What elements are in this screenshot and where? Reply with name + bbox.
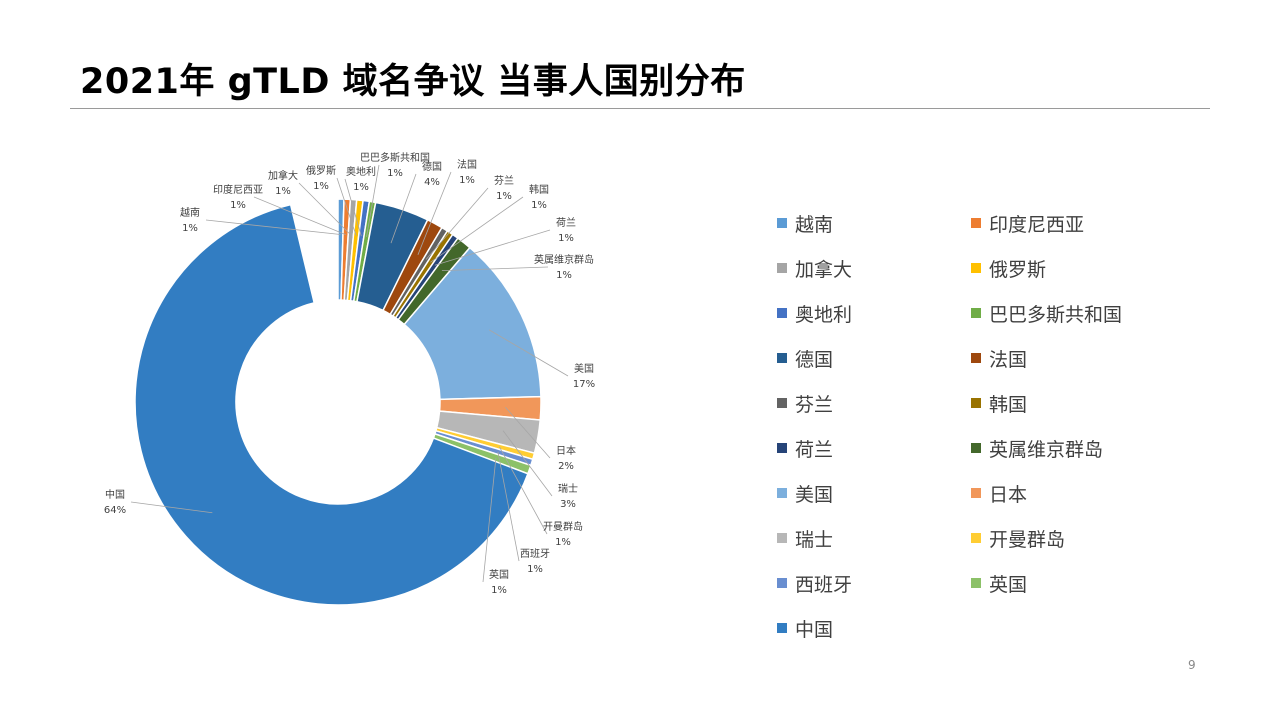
- leader-line-加拿大: [298, 182, 352, 236]
- data-label-name: 韩国: [529, 183, 549, 196]
- leader-line-瑞士: [502, 430, 553, 497]
- data-label-name: 奥地利: [346, 165, 376, 178]
- leader-line-德国: [390, 173, 417, 244]
- data-label-value: 64%: [104, 505, 126, 516]
- data-label-name: 越南: [180, 206, 200, 219]
- data-label-name: 开曼群岛: [543, 520, 583, 533]
- data-label-value: 1%: [275, 186, 291, 197]
- leader-line-巴巴多斯共和国: [366, 164, 380, 238]
- data-label-value: 1%: [555, 537, 571, 548]
- leader-line-奥地利: [344, 178, 362, 237]
- leader-line-美国: [488, 329, 569, 377]
- leader-line-法国: [417, 171, 452, 255]
- leader-line-中国: [130, 501, 213, 514]
- data-label-name: 俄罗斯: [306, 164, 336, 177]
- data-label-value: 1%: [491, 585, 507, 596]
- data-label-value: 17%: [573, 379, 595, 390]
- data-label-value: 2%: [558, 461, 574, 472]
- data-label-name: 加拿大: [268, 169, 298, 182]
- data-label-name: 英属维京群岛: [534, 253, 594, 266]
- data-label-value: 1%: [558, 233, 574, 244]
- data-label-name: 德国: [422, 160, 442, 173]
- data-label-value: 1%: [459, 175, 475, 186]
- slice-中国: [134, 203, 529, 606]
- page-number: 9: [1188, 658, 1196, 672]
- data-label-value: 1%: [353, 182, 369, 193]
- data-label-name: 西班牙: [520, 548, 550, 560]
- page-title: 2021年 gTLD 域名争议 当事人国别分布: [80, 62, 746, 102]
- data-label-value: 1%: [531, 200, 547, 211]
- data-label-name: 印度尼西亚: [213, 183, 263, 196]
- leader-line-英属维京群岛: [441, 266, 549, 272]
- data-label-name: 瑞士: [558, 482, 578, 495]
- data-label-name: 日本: [556, 444, 576, 457]
- data-label-value: 1%: [496, 191, 512, 202]
- data-label-name: 英国: [489, 568, 509, 581]
- leader-line-越南: [205, 219, 341, 235]
- data-label-name: 芬兰: [494, 174, 514, 187]
- data-label-name: 荷兰: [556, 216, 576, 229]
- leader-line-芬兰: [425, 187, 489, 260]
- leader-line-日本: [505, 406, 551, 459]
- leader-line-英国: [482, 457, 497, 583]
- leader-line-俄罗斯: [336, 177, 357, 236]
- leader-line-开曼群岛: [499, 446, 548, 535]
- data-label-value: 1%: [313, 181, 329, 192]
- data-label-value: 4%: [424, 177, 440, 188]
- data-label-value: 1%: [182, 223, 198, 234]
- data-label-name: 中国: [105, 488, 125, 501]
- leader-line-荷兰: [434, 229, 551, 266]
- data-label-value: 1%: [387, 168, 403, 179]
- data-label-value: 1%: [527, 564, 543, 575]
- data-label-name: 美国: [574, 362, 594, 375]
- data-label-value: 1%: [230, 200, 246, 211]
- data-label-name: 法国: [457, 158, 477, 171]
- data-label-name: 巴巴多斯共和国: [360, 151, 430, 164]
- leader-line-韩国: [430, 196, 524, 263]
- data-label-value: 1%: [556, 270, 572, 281]
- title-divider: [70, 108, 1210, 109]
- data-label-value: 3%: [560, 499, 576, 510]
- leader-line-西班牙: [497, 451, 520, 562]
- leader-line-印度尼西亚: [253, 196, 346, 236]
